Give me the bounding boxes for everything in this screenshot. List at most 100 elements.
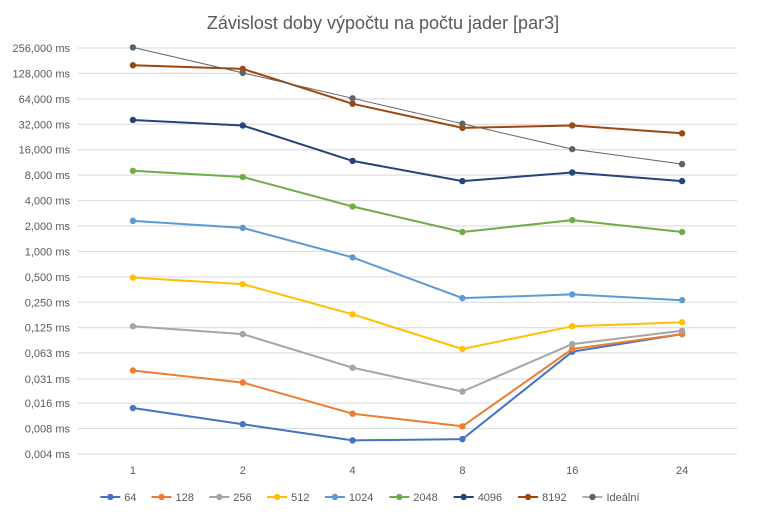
grid-lines (78, 47, 737, 455)
legend-dot-marker (216, 493, 223, 501)
data-point (239, 122, 246, 129)
series-line (132, 276, 683, 350)
legend-dot-marker (589, 493, 596, 501)
y-tick-label: 0,500 ms (25, 272, 71, 284)
legend-dot-marker (331, 493, 339, 501)
data-point (459, 294, 466, 302)
x-tick-label: 24 (676, 465, 688, 477)
data-point (569, 122, 576, 129)
data-point (239, 69, 246, 77)
y-tick-label: 0,031 ms (25, 374, 71, 386)
data-point (459, 423, 466, 430)
data-point (678, 319, 686, 326)
legend-item: 2048 (389, 492, 438, 504)
series-512 (129, 274, 686, 353)
data-point (459, 228, 466, 236)
series-line (132, 46, 683, 165)
y-tick-label: 8,000 ms (25, 170, 71, 182)
data-point (239, 224, 246, 232)
x-tick-label: 2 (240, 465, 246, 477)
legend-item: 1024 (324, 492, 373, 504)
data-point (678, 327, 686, 334)
data-point (459, 388, 466, 395)
data-point (569, 323, 576, 330)
data-point (239, 421, 246, 428)
legend-item: 64 (100, 492, 137, 504)
data-point (129, 116, 137, 124)
legend-item: 256 (209, 492, 252, 504)
legend-label: 8192 (542, 492, 566, 504)
data-point (239, 330, 246, 338)
legend-dot-marker (273, 493, 281, 501)
data-point (459, 345, 466, 353)
data-point (569, 345, 576, 353)
x-tick-label: 8 (459, 465, 465, 477)
data-point (459, 435, 466, 443)
data-point (239, 379, 246, 386)
data-point (239, 280, 246, 288)
legend-item: 4096 (453, 492, 502, 504)
data-point (349, 311, 356, 318)
data-point (129, 274, 137, 281)
legend-label: 128 (176, 492, 194, 504)
chart-title: Závislost doby výpočtu na počtu jader [p… (207, 13, 559, 33)
data-point (349, 157, 356, 165)
data-point (349, 410, 356, 417)
legend-item: Ideální (582, 492, 640, 504)
legend-label: Ideální (607, 492, 640, 504)
y-tick-label: 256,000 ms (13, 43, 71, 55)
y-tick-label: 4,000 ms (25, 196, 71, 208)
series-lines (129, 44, 686, 444)
data-point (129, 217, 137, 225)
y-tick-label: 2,000 ms (25, 221, 71, 233)
data-point (678, 130, 686, 137)
series-64 (129, 330, 686, 444)
y-tick-label: 0,008 ms (25, 424, 71, 436)
legend-item: 8192 (518, 492, 567, 504)
data-point (349, 254, 356, 261)
legend: 64 128 256 512 1024 2048 4096 8192 Ideální (100, 492, 640, 504)
data-point (569, 291, 576, 298)
data-point (129, 367, 137, 374)
data-point (569, 145, 576, 153)
legend-dot-marker (524, 493, 532, 501)
y-tick-label: 16,000 ms (19, 145, 71, 157)
data-point (569, 216, 576, 224)
legend-label: 512 (291, 492, 309, 504)
data-point (129, 323, 137, 330)
series-line (132, 219, 683, 302)
y-tick-label: 0,016 ms (25, 398, 71, 410)
y-tick-label: 0,125 ms (25, 323, 71, 335)
data-point (678, 228, 686, 236)
x-tick-label: 16 (566, 465, 578, 477)
x-axis-tick-labels: 1 2 4 8 16 24 (130, 465, 688, 477)
series-line (132, 333, 683, 442)
x-tick-label: 4 (350, 465, 356, 477)
y-tick-label: 128,000 ms (13, 68, 71, 80)
legend-label: 4096 (478, 492, 502, 504)
data-point (349, 95, 356, 102)
data-point (239, 173, 246, 181)
legend-dot-marker (107, 493, 114, 501)
legend-dot-marker (158, 493, 165, 501)
y-tick-label: 64,000 ms (19, 94, 71, 106)
data-point (349, 364, 356, 371)
y-tick-label: 0,004 ms (25, 449, 71, 461)
y-tick-label: 32,000 ms (19, 119, 71, 131)
y-tick-label: 0,250 ms (25, 297, 71, 309)
data-point (678, 177, 686, 185)
data-point (459, 177, 466, 185)
series-2048 (129, 167, 686, 236)
series-Ideální (129, 44, 686, 168)
data-point (459, 120, 466, 127)
legend-label: 64 (124, 492, 136, 504)
series-line (132, 169, 683, 233)
legend-item: 512 (267, 492, 309, 504)
series-line (132, 119, 683, 183)
series-line (132, 325, 683, 393)
x-tick-label: 1 (130, 465, 136, 477)
data-point (678, 160, 686, 168)
data-point (349, 437, 356, 444)
